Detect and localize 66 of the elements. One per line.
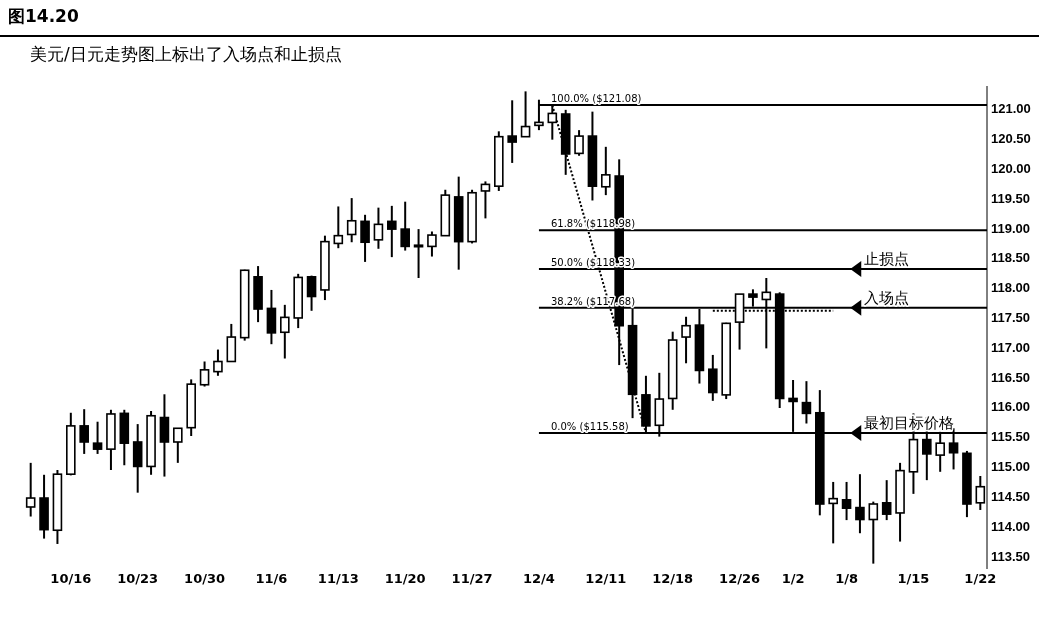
y-tick-label: 119.50 — [991, 190, 1031, 206]
candlestick — [400, 200, 410, 252]
candlestick — [868, 500, 879, 565]
x-tick-label: 1/22 — [964, 571, 997, 586]
y-tick-label: 114.00 — [991, 518, 1031, 534]
x-tick-label: 11/27 — [451, 571, 493, 586]
candlestick — [306, 274, 317, 312]
candlestick — [427, 230, 437, 258]
candlestick — [574, 129, 584, 157]
candlestick — [413, 228, 424, 280]
y-tick-label: 114.50 — [991, 488, 1031, 504]
ref-line-label: 止损点 — [864, 250, 910, 269]
y-tick-label: 121.00 — [991, 101, 1031, 117]
x-tick-label: 12/4 — [522, 571, 555, 586]
x-tick-label: 11/6 — [255, 571, 288, 586]
x-tick-label: 10/23 — [117, 571, 159, 586]
x-tick-label: 10/16 — [50, 571, 92, 586]
x-tick-label: 12/26 — [719, 571, 761, 586]
candlestick — [213, 348, 223, 377]
candlestick — [855, 473, 865, 535]
candlestick — [373, 206, 384, 250]
candlestick — [333, 205, 344, 250]
candlestick — [79, 408, 89, 455]
chart-title: 图14.20 — [8, 6, 79, 26]
x-tick-label: 11/13 — [317, 571, 359, 586]
candlestick — [841, 480, 852, 522]
candlestick — [520, 90, 531, 138]
candlestick — [801, 380, 812, 425]
candlestick — [92, 420, 103, 455]
y-tick-label: 118.00 — [991, 280, 1031, 296]
candlestick — [881, 479, 892, 522]
candlestick — [346, 197, 357, 244]
y-tick-label: 118.50 — [991, 250, 1031, 266]
candlestick — [173, 427, 183, 464]
candlestick — [480, 180, 491, 220]
x-tick-label: 12/11 — [585, 571, 627, 586]
y-tick-label: 117.00 — [991, 339, 1031, 355]
candlestick — [828, 480, 838, 545]
y-tick-label: 120.50 — [991, 131, 1031, 147]
y-tick-label: 115.50 — [991, 429, 1031, 445]
candlestick — [199, 360, 210, 388]
x-tick-label: 11/20 — [384, 571, 426, 586]
y-tick-label: 119.00 — [991, 220, 1031, 236]
candlestick — [507, 99, 517, 164]
y-tick-label: 113.50 — [991, 548, 1031, 564]
candlestick — [681, 315, 691, 365]
y-tick-label: 116.00 — [991, 399, 1031, 415]
candlestick — [601, 145, 611, 197]
candlestick — [360, 213, 370, 263]
y-tick-label: 116.50 — [991, 369, 1031, 385]
annotation: 0.0% ($115.58) — [550, 421, 629, 433]
y-tick-label: 120.00 — [991, 160, 1031, 176]
y-tick-label: 117.50 — [991, 309, 1031, 325]
candlestick — [25, 461, 36, 518]
candlestick — [387, 204, 397, 259]
candlestick — [708, 353, 718, 402]
y-tick-label: 115.00 — [991, 459, 1031, 475]
x-tick-label: 1/15 — [897, 571, 930, 586]
x-tick-label: 1/8 — [835, 571, 858, 586]
x-tick-label: 12/18 — [652, 571, 694, 586]
annotation: 100.0% ($121.08) — [550, 93, 642, 105]
chart-subtitle: 美元/日元走势图上标出了入场点和止损点 — [30, 44, 342, 64]
x-tick-label: 1/2 — [781, 571, 805, 586]
x-tick-label: 10/30 — [184, 571, 226, 586]
ref-line-label: 入场点 — [864, 288, 910, 307]
candlestick — [280, 303, 290, 360]
